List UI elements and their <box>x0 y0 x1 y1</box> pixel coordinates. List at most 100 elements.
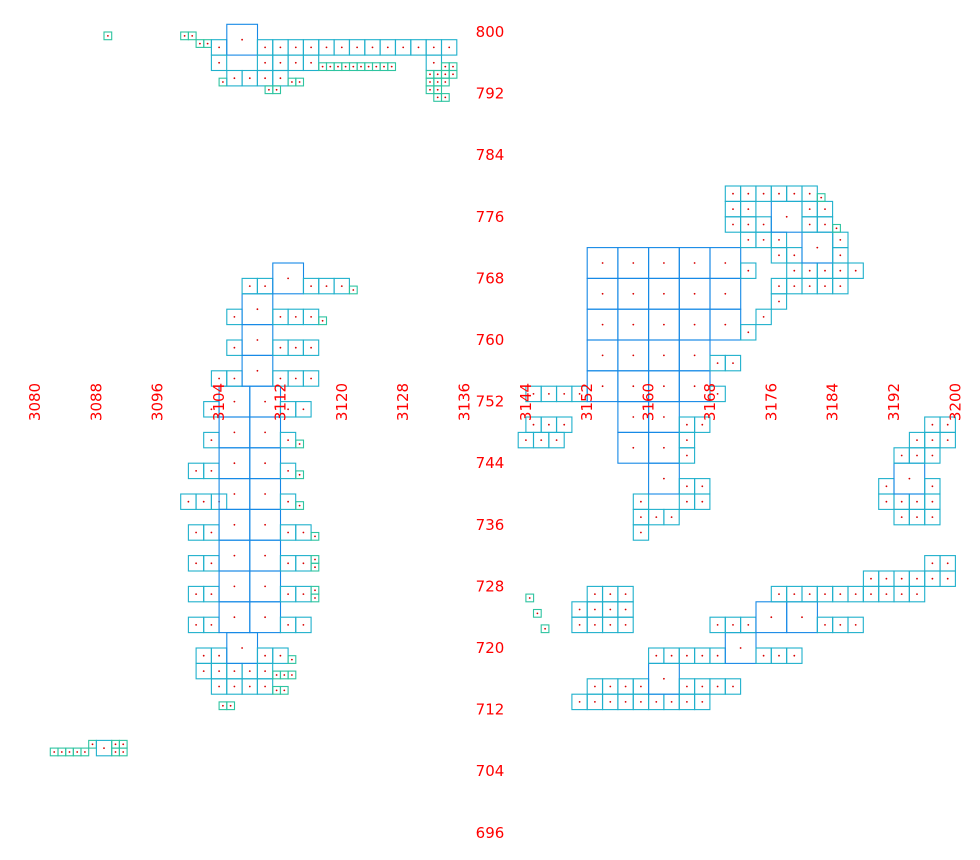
cell-center-dot <box>199 42 201 45</box>
cell-center-dot <box>310 377 312 380</box>
cell-center-dot <box>298 504 301 507</box>
cell-center-dot <box>632 385 635 388</box>
cell-center-dot <box>314 558 316 561</box>
cell-center-dot <box>532 423 535 426</box>
cell-center-dot <box>233 462 236 465</box>
cell-center-dot <box>578 608 581 611</box>
cell-center-dot <box>444 96 447 99</box>
cell-center-dot <box>294 46 297 49</box>
cell-center-dot <box>785 215 788 218</box>
x-tick-label: 3128 <box>394 383 412 421</box>
y-tick-label: 784 <box>476 146 505 164</box>
cell-center-dot <box>563 393 566 395</box>
cell-center-dot <box>291 658 293 661</box>
cell-center-dot <box>854 593 857 595</box>
cell-center-dot <box>686 485 688 488</box>
cell-center-dot <box>264 585 266 588</box>
cell-center-dot <box>264 654 266 657</box>
cell-center-dot <box>436 88 439 91</box>
cell-center-dot <box>233 77 236 80</box>
cell-center-dot <box>256 308 259 311</box>
cell-center-dot <box>233 585 236 588</box>
grid-cell <box>924 478 941 495</box>
grid-cell <box>770 277 788 295</box>
cell-center-dot <box>632 323 635 326</box>
y-tick-label: 736 <box>476 516 505 534</box>
grid-cell <box>694 416 711 433</box>
x-tick-label: 3200 <box>946 383 964 421</box>
cell-center-dot <box>747 192 750 195</box>
cell-center-dot <box>218 46 221 49</box>
cell-center-dot <box>609 593 612 595</box>
y-tick-label: 768 <box>476 269 505 287</box>
cell-center-dot <box>900 516 903 518</box>
cell-center-dot <box>808 223 811 226</box>
cell-center-dot <box>60 751 63 753</box>
cell-center-dot <box>536 612 539 615</box>
cell-center-dot <box>578 701 581 703</box>
region-bits <box>49 593 550 757</box>
cell-center-dot <box>122 743 125 746</box>
cell-center-dot <box>264 46 266 49</box>
grid-cell <box>440 39 458 56</box>
grid-cell <box>724 354 742 372</box>
cell-center-dot <box>594 593 596 595</box>
grid-cell <box>847 616 864 634</box>
x-tick-label: 3144 <box>517 383 535 421</box>
cell-center-dot <box>291 81 293 83</box>
x-tick-label: 3176 <box>762 383 780 421</box>
cell-center-dot <box>432 46 435 49</box>
cell-center-dot <box>256 339 259 341</box>
cell-center-dot <box>885 485 888 488</box>
cell-center-dot <box>701 423 704 426</box>
cell-center-dot <box>402 46 405 49</box>
grid-cell <box>103 31 113 41</box>
grid-cell <box>80 747 90 757</box>
cell-center-dot <box>241 38 244 41</box>
grid-cell <box>663 508 680 526</box>
cell-center-dot <box>218 685 221 688</box>
y-tick-label: 800 <box>476 23 505 41</box>
cell-center-dot <box>325 46 328 49</box>
cell-center-dot <box>778 654 780 657</box>
cell-center-dot <box>916 454 918 457</box>
cell-center-dot <box>429 88 431 91</box>
cell-center-dot <box>302 531 305 534</box>
cell-center-dot <box>693 323 696 326</box>
cell-center-dot <box>264 685 266 688</box>
cell-center-dot <box>218 654 221 657</box>
grid-cell <box>755 308 772 326</box>
cell-center-dot <box>279 377 282 380</box>
grid-cell <box>310 531 320 541</box>
cell-center-dot <box>233 554 236 557</box>
cell-center-dot <box>264 77 266 80</box>
cell-center-dot <box>329 65 332 68</box>
cell-center-dot <box>210 408 213 411</box>
cell-center-dot <box>432 61 435 64</box>
cell-center-dot <box>663 677 665 680</box>
cell-center-dot <box>693 262 696 264</box>
cell-center-dot <box>670 654 673 657</box>
cell-center-dot <box>663 354 665 357</box>
cell-center-dot <box>632 354 635 357</box>
cell-center-dot <box>279 654 282 657</box>
cell-center-dot <box>916 593 918 595</box>
cell-center-dot <box>640 701 642 703</box>
cell-center-dot <box>210 531 213 534</box>
cell-center-dot <box>601 262 604 264</box>
cell-center-dot <box>287 277 289 280</box>
cell-center-dot <box>716 624 719 626</box>
cell-center-dot <box>663 262 665 264</box>
cell-center-dot <box>793 269 796 272</box>
y-tick-label: 792 <box>476 85 505 103</box>
cell-center-dot <box>229 704 232 707</box>
cell-center-dot <box>310 316 312 318</box>
cell-center-dot <box>287 439 289 441</box>
cell-center-dot <box>885 500 888 503</box>
cell-center-dot <box>375 65 378 68</box>
cell-center-dot <box>716 362 719 364</box>
grid-cell <box>210 54 228 72</box>
cell-center-dot <box>210 624 213 626</box>
cell-center-dot <box>279 61 282 64</box>
cell-center-dot <box>383 65 385 68</box>
